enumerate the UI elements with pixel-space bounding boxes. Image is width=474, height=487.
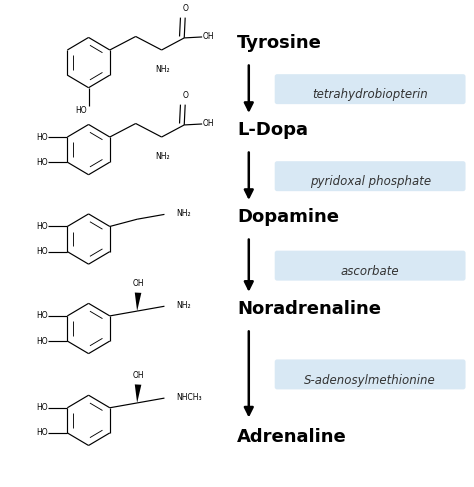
Text: tetrahydrobiopterin: tetrahydrobiopterin — [312, 89, 428, 101]
FancyBboxPatch shape — [275, 359, 465, 390]
Text: ascorbate: ascorbate — [341, 265, 400, 278]
Text: OH: OH — [203, 33, 215, 41]
Text: S-adenosylmethionine: S-adenosylmethionine — [304, 374, 436, 387]
Text: OH: OH — [132, 279, 144, 288]
Text: NH₂: NH₂ — [176, 209, 191, 218]
Text: HO: HO — [36, 158, 47, 167]
Text: HO: HO — [36, 337, 47, 346]
Text: OH: OH — [132, 371, 144, 380]
Text: HO: HO — [36, 403, 47, 412]
Text: NH₂: NH₂ — [176, 301, 191, 310]
FancyBboxPatch shape — [275, 161, 465, 191]
Text: pyridoxal phosphate: pyridoxal phosphate — [310, 175, 431, 188]
Text: Noradrenaline: Noradrenaline — [237, 300, 381, 318]
Text: HO: HO — [36, 247, 47, 256]
Polygon shape — [135, 293, 141, 311]
Text: O: O — [182, 4, 188, 13]
Text: L-Dopa: L-Dopa — [237, 121, 308, 139]
Text: NH₂: NH₂ — [155, 151, 170, 161]
Text: HO: HO — [36, 311, 47, 320]
Text: HO: HO — [36, 429, 47, 437]
Text: Dopamine: Dopamine — [237, 208, 339, 226]
Text: NHCH₃: NHCH₃ — [176, 393, 201, 402]
Text: O: O — [182, 91, 188, 100]
FancyBboxPatch shape — [275, 74, 465, 104]
Text: HO: HO — [36, 222, 47, 231]
FancyBboxPatch shape — [275, 251, 465, 281]
Text: Adrenaline: Adrenaline — [237, 428, 347, 446]
Text: HO: HO — [36, 132, 47, 142]
Text: Tyrosine: Tyrosine — [237, 34, 322, 52]
Polygon shape — [135, 384, 141, 403]
Text: OH: OH — [203, 119, 215, 129]
Text: NH₂: NH₂ — [155, 64, 170, 74]
Text: HO: HO — [75, 106, 87, 115]
